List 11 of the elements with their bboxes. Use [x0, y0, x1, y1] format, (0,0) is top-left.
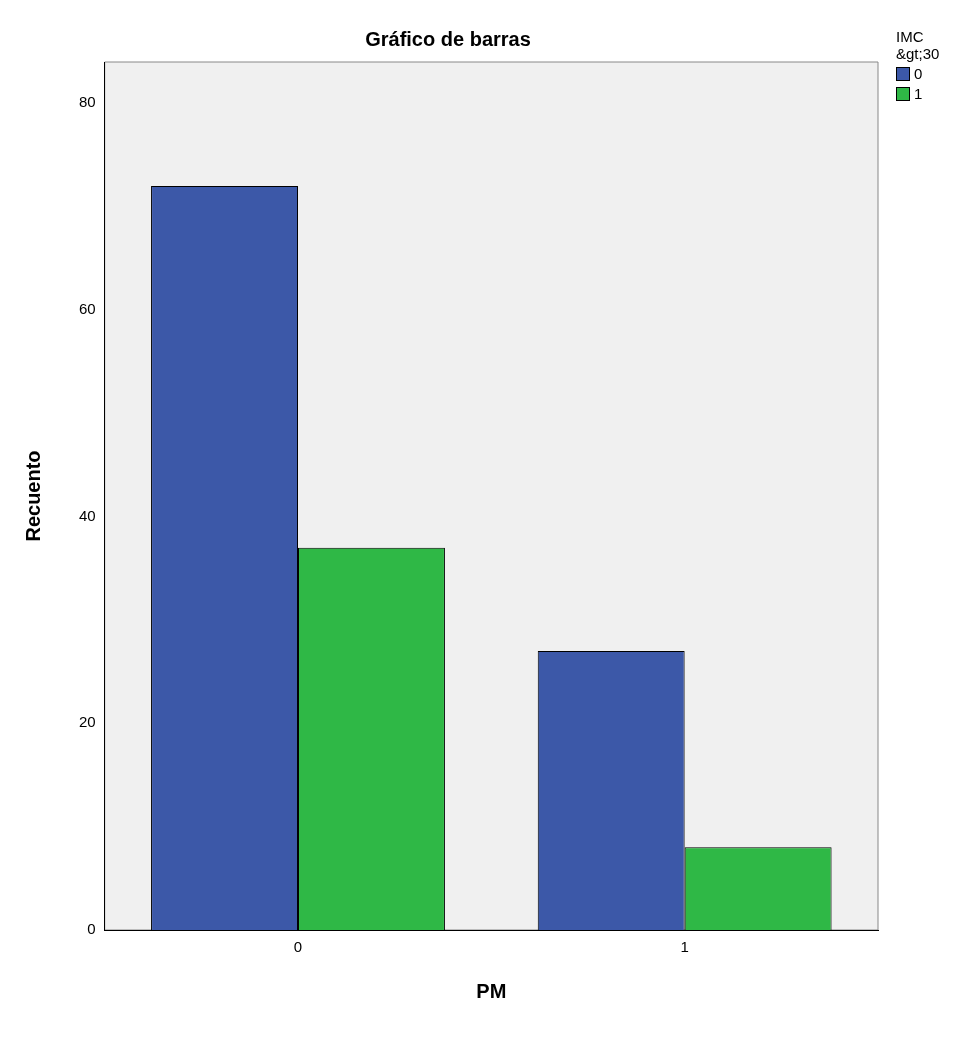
y-tick-label: 0	[87, 920, 96, 938]
y-axis-title: Recuento	[21, 450, 44, 542]
chart-title: Gráfico de barras	[365, 27, 531, 50]
y-tick-label: 40	[79, 506, 96, 524]
x-axis-title: PM	[476, 979, 507, 1002]
legend-title: IMC &gt;30	[896, 28, 941, 62]
y-tick-label: 60	[79, 300, 96, 318]
legend-label: 1	[914, 85, 923, 102]
y-tick-label: 20	[79, 713, 96, 731]
y-tick-label: 80	[79, 93, 96, 111]
legend-label: 0	[914, 65, 923, 82]
